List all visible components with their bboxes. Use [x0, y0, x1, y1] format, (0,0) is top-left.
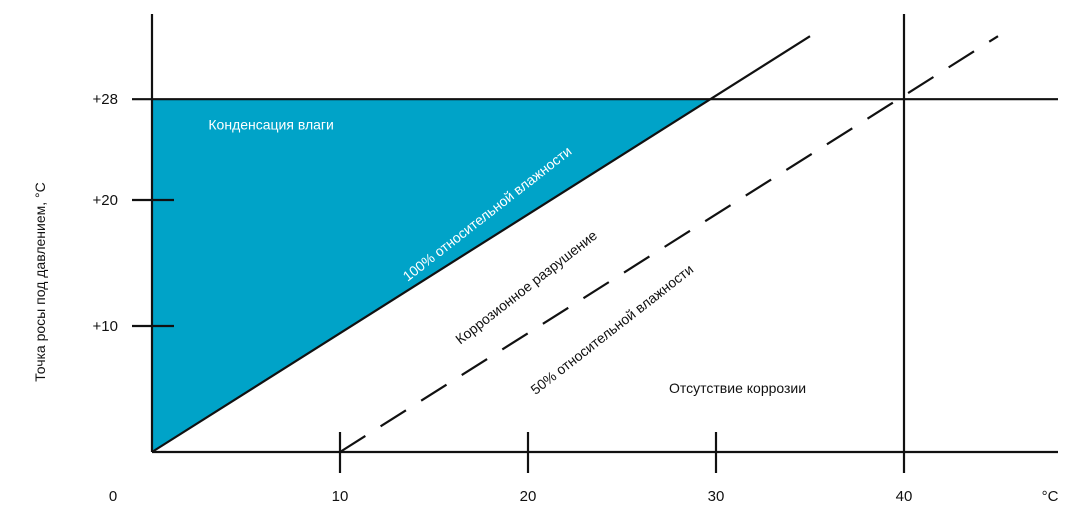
y-tick-label: +20 — [93, 192, 118, 209]
condensation-label: Конденсация влаги — [208, 116, 333, 132]
x-tick-label: 10 — [332, 488, 349, 505]
no-corrosion-label: Отсутствие коррозии — [669, 380, 806, 396]
rh-50-line — [339, 35, 999, 453]
x-tick-label: 0 — [109, 488, 117, 505]
x-tick-label: 30 — [708, 488, 725, 505]
series-layer — [151, 35, 999, 453]
y-axis-title: Точка росы под давлением, °C — [32, 182, 48, 381]
y-tick-label: +28 — [93, 91, 118, 108]
rh-50-label: 50% относительной влажности — [528, 261, 697, 398]
x-tick-label: 40 — [896, 488, 913, 505]
x-tick-label: 20 — [520, 488, 537, 505]
rh-100-line — [151, 35, 811, 453]
axes-layer — [132, 14, 1058, 473]
y-tick-label: +10 — [93, 318, 118, 335]
x-axis-title: °C — [1042, 488, 1059, 505]
